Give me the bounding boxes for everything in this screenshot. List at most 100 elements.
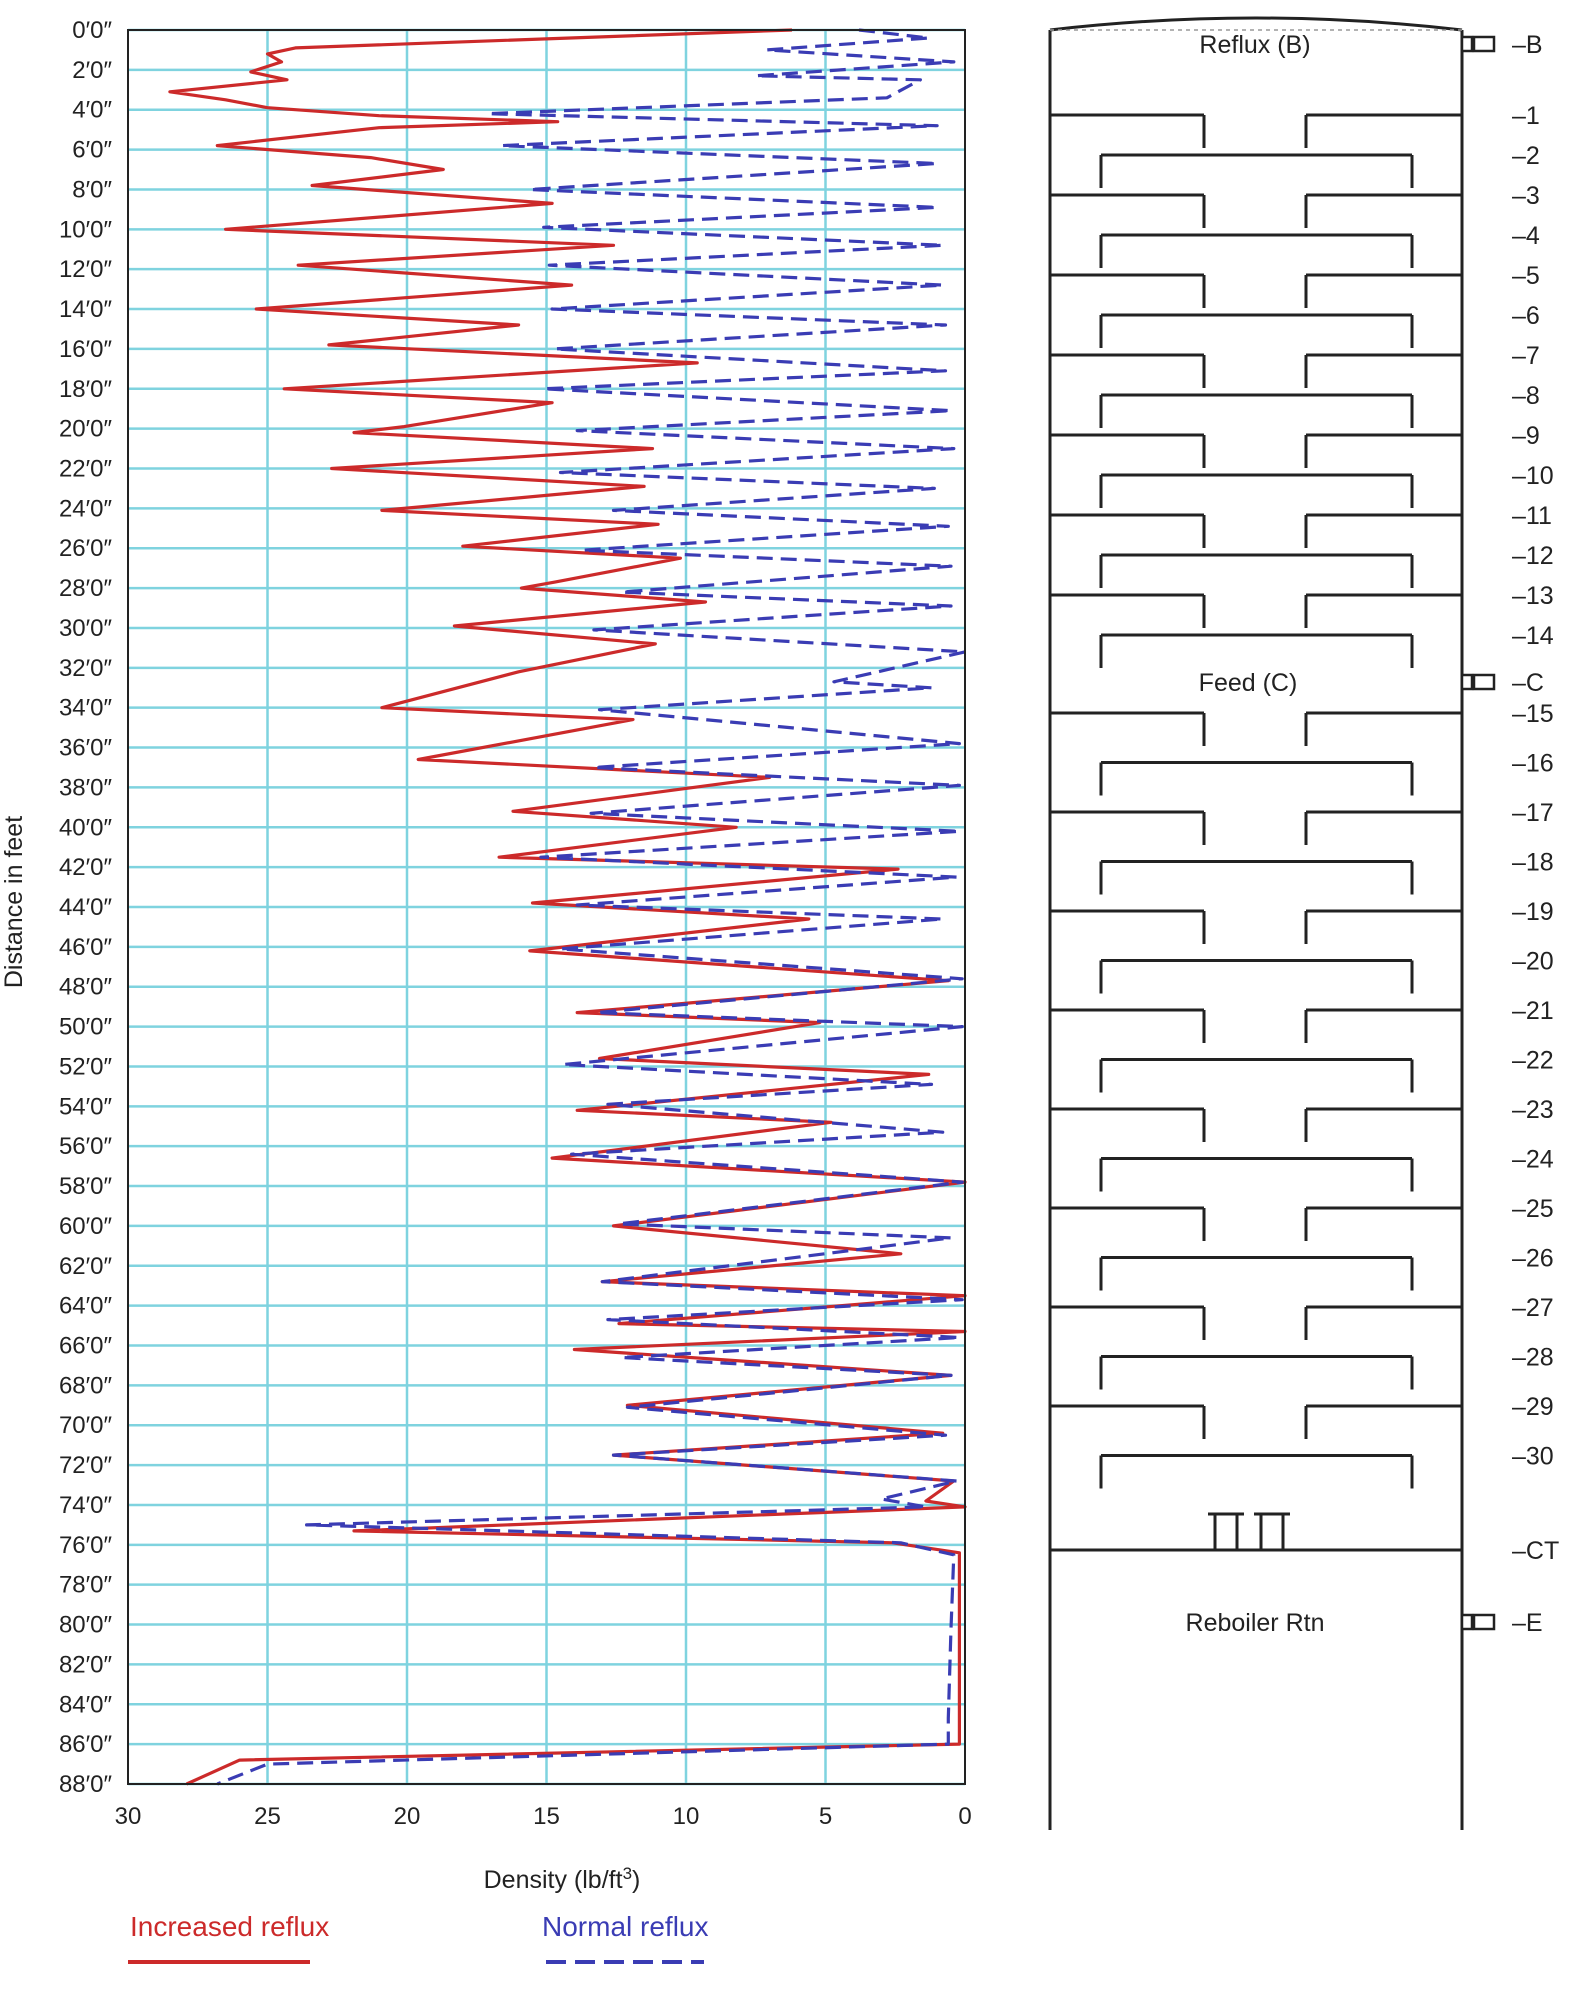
nozzle-b-flange [1460,35,1474,53]
y-tick-label: 32′0″ [59,655,113,682]
stage-label: –26 [1512,1245,1554,1273]
y-tick-label: 28′0″ [59,575,113,602]
y-axis-label: Distance in feet [0,816,28,988]
stage-label: –4 [1512,222,1540,250]
legend-label-normal-reflux: Normal reflux [542,1911,708,1942]
chimney-tray-label: –CT [1512,1537,1559,1565]
series-line-normal-reflux [216,28,967,1786]
stage-label: –24 [1512,1146,1554,1174]
nozzle-e-inside-label: Reboiler Rtn [1186,1609,1325,1637]
y-tick-label: 64′0″ [59,1293,113,1320]
y-tick-label: 22′0″ [59,456,113,483]
y-tick-label: 56′0″ [59,1133,113,1160]
nozzle-c-inside-label: Feed (C) [1199,669,1298,697]
y-tick-label: 60′0″ [59,1213,113,1240]
y-tick-label: 44′0″ [59,894,113,921]
series-line-increased-reflux [168,28,967,1786]
grid [128,28,965,1786]
y-tick-label: 82′0″ [59,1651,113,1678]
y-tick-label: 66′0″ [59,1333,113,1360]
stage-label: –21 [1512,997,1554,1025]
y-tick-label: 70′0″ [59,1412,113,1439]
y-tick-label: 2′0″ [72,57,112,84]
y-tick-label: 38′0″ [59,774,113,801]
stage-label: –2 [1512,142,1540,170]
nozzle-e-flange [1460,1613,1474,1631]
y-tick-label: 48′0″ [59,974,113,1001]
x-tick-label: 10 [673,1803,700,1830]
stage-label: –28 [1512,1344,1554,1372]
stage-label: –12 [1512,542,1554,570]
nozzle-c-label: –C [1512,669,1544,697]
y-tick-label: 88′0″ [59,1771,113,1798]
y-tick-label: 10′0″ [59,216,113,243]
y-tick-label: 42′0″ [59,854,113,881]
stage-label: –27 [1512,1294,1554,1322]
stage-label: –20 [1512,948,1554,976]
y-tick-label: 20′0″ [59,416,113,443]
y-tick-label: 14′0″ [59,296,113,323]
distillation-column-diagram: –1 –2 –3 –4 –5 –6 –7 –8 –9 –10 –11 –12 –13 –14 –15 –16 –… [1048,16,1559,1830]
x-tick-label: 30 [115,1803,142,1830]
stage-label: –3 [1512,182,1540,210]
y-tick-label: 74′0″ [59,1492,113,1519]
y-tick-label: 46′0″ [59,934,113,961]
y-tick-label: 78′0″ [59,1572,113,1599]
y-tick-label: 34′0″ [59,695,113,722]
y-tick-label: 50′0″ [59,1014,113,1041]
y-tick-label: 12′0″ [59,256,113,283]
y-tick-label: 62′0″ [59,1253,113,1280]
y-tick-label: 30′0″ [59,615,113,642]
stage-label: –30 [1512,1443,1554,1471]
plot-frame [127,29,966,1785]
y-tick-label: 68′0″ [59,1372,113,1399]
y-tick-label: 40′0″ [59,814,113,841]
y-tick-label: 36′0″ [59,735,113,762]
y-tick-labels: 0′0″ 2′0″ 4′0″ 6′0″ 8′0″ 10′0″ 12′0″ 14′0″ 16′0″… [59,17,113,1798]
stage-label: –14 [1512,622,1554,650]
stage-label: –22 [1512,1047,1554,1075]
y-tick-label: 0′0″ [72,17,112,44]
stage-label: –13 [1512,582,1554,610]
y-tick-label: 18′0″ [59,376,113,403]
nozzle-b-pipe [1472,35,1496,53]
x-tick-labels: 30 25 20 15 10 5 0 [115,1803,972,1830]
stage-label: –6 [1512,302,1540,330]
nozzle-c-pipe [1472,673,1496,691]
nozzle-e-label: –E [1512,1609,1543,1637]
stage-label: –5 [1512,262,1540,290]
stage-label: –7 [1512,342,1540,370]
stage-label: –23 [1512,1096,1554,1124]
stage-label: –19 [1512,898,1554,926]
stage-label: –29 [1512,1393,1554,1421]
stage-label: –11 [1512,502,1552,530]
x-tick-label: 5 [819,1803,832,1830]
y-tick-label: 26′0″ [59,535,113,562]
stage-label: –17 [1512,799,1554,827]
y-tick-label: 8′0″ [72,176,112,203]
stage-label: –9 [1512,422,1540,450]
y-tick-label: 16′0″ [59,336,113,363]
x-axis-label: Density (lb/ft3) [484,1864,641,1894]
stage-label: –25 [1512,1195,1554,1223]
y-tick-label: 84′0″ [59,1691,113,1718]
y-tick-label: 58′0″ [59,1173,113,1200]
nozzle-e-pipe [1472,1613,1496,1631]
y-tick-label: 4′0″ [72,97,112,124]
y-tick-label: 80′0″ [59,1612,113,1639]
stage-label: –15 [1512,700,1554,728]
x-tick-label: 0 [958,1803,971,1830]
nozzle-c-flange [1460,673,1474,691]
series-layer [168,28,967,1786]
stage-label: –18 [1512,849,1554,877]
y-tick-label: 52′0″ [59,1053,113,1080]
stage-label: –10 [1512,462,1554,490]
y-tick-label: 24′0″ [59,495,113,522]
x-tick-label: 25 [254,1803,281,1830]
stage-label: –8 [1512,382,1540,410]
column-top-head [1049,16,1463,32]
x-tick-label: 20 [394,1803,421,1830]
x-tick-label: 15 [533,1803,560,1830]
y-tick-label: 6′0″ [72,137,112,164]
